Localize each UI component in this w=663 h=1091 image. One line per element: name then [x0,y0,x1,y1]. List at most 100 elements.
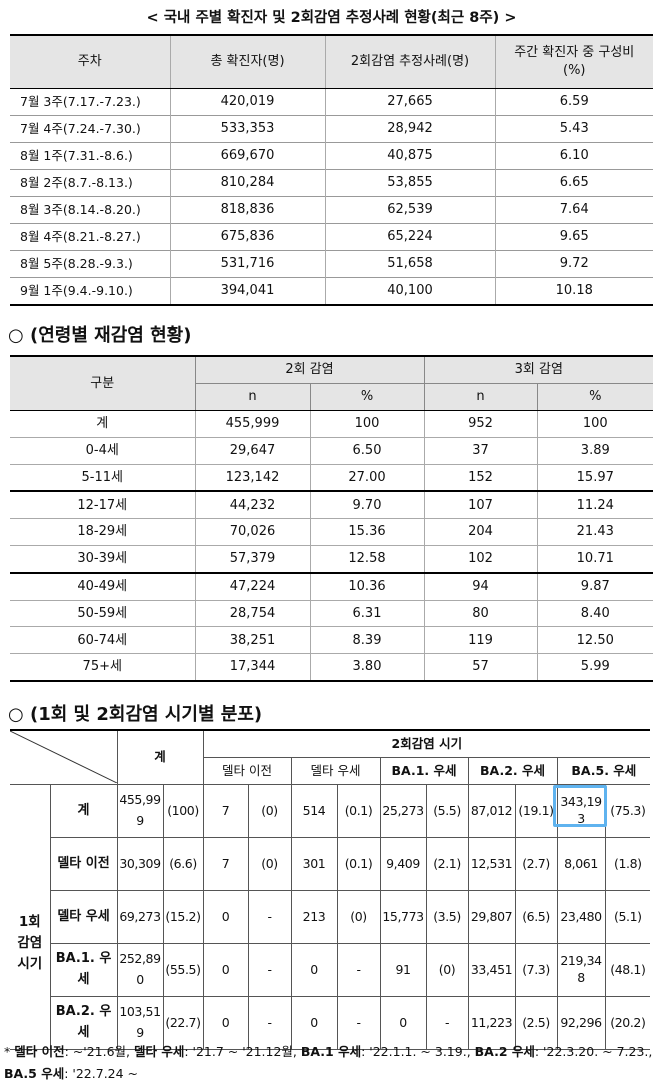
count-cell: 9,409 [379,837,427,891]
table-cell: 9.65 [494,223,653,251]
table-cell: 394,041 [169,277,325,305]
count-cell: 301 [290,837,338,891]
table-cell: 75+세 [10,653,195,681]
table-row: 5-11세 123,142 27.00 152 15.97 [10,463,654,492]
count-cell: 252,890 [116,943,164,997]
table-cell: 51,658 [324,250,495,278]
col-n-3: n [423,383,538,411]
table-header-row: 주차 총 확진자(명) 2회감염 추정사례(명) 주간 확진자 중 구성비 (%… [10,35,653,89]
table-row: 50-59세 28,754 6.31 80 8.40 [10,599,654,627]
count-cell: 25,273 [379,784,427,838]
table-cell: 8.39 [309,626,425,654]
table-cell: 3.80 [309,653,425,681]
table-cell: 7월 4주(7.24.-7.30.) [10,115,170,143]
percent-cell: (22.7) [162,996,204,1050]
table-cell: 420,019 [169,88,325,116]
col-category: 구분 [10,356,195,411]
table-cell: 5.43 [494,115,653,143]
col-ba2: BA.2. 우세 [467,757,558,785]
table-row: 12-17세 44,232 9.70 107 11.24 [10,490,654,519]
percent-cell: (19.1) [514,784,558,838]
table-cell: 27,665 [324,88,495,116]
percent-cell: (6.5) [514,890,558,944]
table-row: 60-74세 38,251 8.39 119 12.50 [10,626,654,654]
table-cell: 12-17세 [10,490,195,519]
table-cell: 10.71 [536,544,654,573]
table-row: 계 455,999 (100) 7 (0) 514 (0.1) 25,273 (5.5) 87,0… [10,784,651,838]
table-cell: 65,224 [324,223,495,251]
percent-cell: (0) [336,890,381,944]
table-cell: 9.70 [309,490,425,519]
percent-cell: - [247,996,292,1050]
footnote-value: : '21.7 ~ '21.12월, [184,1044,301,1059]
count-cell: 12,531 [467,837,516,891]
percent-cell: (20.2) [604,996,651,1050]
footnote-value: : '22.7.24 ~ [64,1066,139,1081]
col-group-third-infection: 3회 감염 [423,356,654,384]
col-pct-2: % [309,383,425,411]
table-cell: 30-39세 [10,544,195,573]
count-cell: 343,193 [556,784,606,838]
footnote-value: : '22.1.1. ~ 3.19., [361,1044,475,1059]
table-row: 7월 4주(7.24.-7.30.) 533,353 28,942 5.43 [10,115,653,143]
table-row: 30-39세 57,379 12.58 102 10.71 [10,544,654,573]
table-cell: 29,647 [194,436,310,465]
table-cell: 8월 1주(7.31.-8.6.) [10,142,170,170]
table-cell: 9.87 [536,571,654,601]
percent-cell: (0.1) [336,837,381,891]
corner-cell [10,729,118,785]
table-cell: 17,344 [194,653,310,681]
count-cell: 103,519 [116,996,164,1050]
table-cell: 28,754 [194,599,310,627]
count-cell: 15,773 [379,890,427,944]
table-cell: 44,232 [194,490,310,519]
table-cell: 533,353 [169,115,325,143]
col-total-cases: 총 확진자(명) [169,35,325,89]
percent-cell: (2.1) [425,837,469,891]
table-cell: 18-29세 [10,518,195,546]
table-row: 1회 감염 시기 델타 이전 30,309 (6.6) 7 (0) 301 (0.1) 9,4… [10,837,651,1050]
percent-cell: (0.1) [336,784,381,838]
table-cell: 80 [423,599,538,627]
table-cell: 107 [423,490,538,519]
highlight-box [553,785,607,827]
age-reinfection-table: 구분 2회 감염 3회 감염 n % n % 계 455,999 100 952 100… [10,355,654,682]
table-cell: 119 [423,626,538,654]
count-cell: 8,061 [556,837,606,891]
count-cell: 213 [290,890,338,944]
col-n-2: n [194,383,310,411]
table-cell: 531,716 [169,250,325,278]
table-subheader-row: n % n % [10,383,654,411]
percent-cell: (0) [247,837,292,891]
percent-cell: (6.6) [162,837,204,891]
row-label: 델타 이전 [49,837,118,891]
percent-cell: (100) [162,784,204,838]
percent-cell: (5.5) [425,784,469,838]
percent-cell: (2.5) [514,996,558,1050]
table-cell: 40,875 [324,142,495,170]
table-cell: 123,142 [194,463,310,492]
footnote-label: 델타 우세 [133,1044,185,1059]
col-ba5: BA.5. 우세 [556,757,651,785]
table-cell: 6.59 [494,88,653,116]
row-label: 델타 우세 [49,890,118,944]
footnote-label: BA.5 우세 [4,1066,65,1081]
table-cell: 8월 4주(8.21.-8.27.) [10,223,170,251]
col-group-second-infection: 2회 감염 [194,356,425,384]
table-cell: 10.36 [309,571,425,601]
count-cell: 219,348 [556,943,606,997]
percent-cell: (7.3) [514,943,558,997]
percent-cell: (0) [425,943,469,997]
table-cell: 8월 2주(8.7.-8.13.) [10,169,170,197]
table-cell: 152 [423,463,538,492]
table-cell: 47,224 [194,571,310,601]
percent-cell: - [336,943,381,997]
footnote-label: BA.2 우세 [474,1044,535,1059]
period-distribution-title: ○ (1회 및 2회감염 시기별 분포) [8,704,263,725]
count-cell: 11,223 [467,996,516,1050]
age-reinfection-title: ○ (연령별 재감염 현황) [8,325,192,346]
table-row: 75+세 17,344 3.80 57 5.99 [10,653,654,681]
table-subheader-row: 델타 이전 델타 우세 BA.1. 우세 BA.2. 우세 BA.5. 우세 [10,757,651,785]
count-cell: 30,309 [116,837,164,891]
percent-cell: (55.5) [162,943,204,997]
